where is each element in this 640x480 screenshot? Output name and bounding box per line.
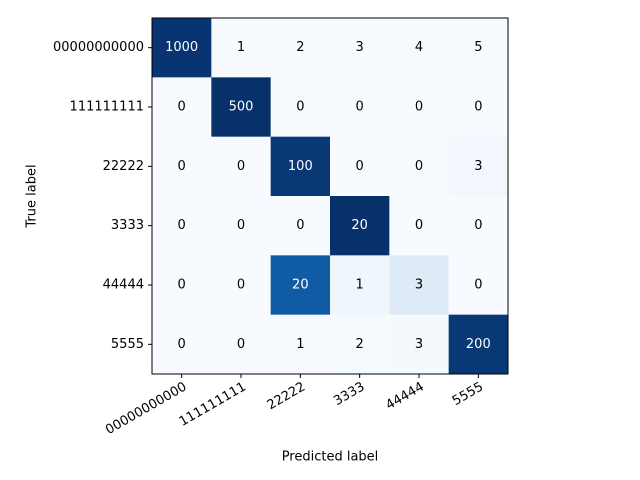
heatmap-cell (330, 18, 390, 78)
cell-label: 0 (356, 159, 364, 174)
cell-label: 0 (296, 100, 304, 115)
cell-label: 0 (415, 100, 423, 115)
heatmap-cell (270, 314, 331, 375)
cell-label: 0 (474, 218, 482, 233)
cell-label: 0 (237, 218, 245, 233)
heatmap-cell (270, 18, 331, 78)
heatmap-cell (448, 314, 509, 375)
heatmap-cell (211, 314, 272, 375)
x-tick-label: 22222 (265, 380, 308, 414)
heatmap-cell (389, 77, 450, 138)
cell-label: 0 (237, 337, 245, 352)
x-axis-label: Predicted label (282, 450, 379, 465)
cell-label: 1 (356, 278, 364, 293)
x-tick-label: 5555 (450, 380, 486, 410)
heatmap-cell (270, 255, 331, 316)
x-tick-label: 3333 (331, 380, 367, 410)
heatmap-cell (448, 18, 509, 78)
cell-label: 0 (178, 337, 186, 352)
cell-label: 100 (288, 159, 313, 174)
cell-label: 0 (178, 218, 186, 233)
heatmap-cell (389, 136, 450, 197)
heatmap-cell (448, 196, 509, 256)
cell-label: 500 (229, 100, 254, 115)
cell-label: 1 (237, 40, 245, 55)
heatmap-cell (211, 196, 272, 256)
cell-label: 3 (415, 278, 423, 293)
heatmap-cell (330, 136, 390, 197)
y-tick-label: 22222 (103, 159, 144, 174)
heatmap-cell (330, 255, 390, 316)
heatmap-cell (211, 255, 272, 316)
heatmap-cell (270, 77, 331, 138)
plot-frame (151, 17, 509, 375)
cell-label: 0 (296, 218, 304, 233)
cell-label: 3 (474, 159, 482, 174)
cell-label: 0 (178, 159, 186, 174)
heatmap-cell (389, 255, 450, 316)
x-tick-label: 00000000000 (103, 380, 189, 438)
heatmap-cell (330, 196, 390, 256)
y-tick-label: 00000000000 (53, 40, 144, 55)
heatmap-cell (152, 136, 212, 197)
heatmap-cell (270, 196, 331, 256)
cell-label: 1 (296, 337, 304, 352)
heatmap-cell (448, 136, 509, 197)
heatmap-cell (211, 18, 272, 78)
heatmap-cell (330, 314, 390, 375)
cell-label: 0 (237, 278, 245, 293)
cell-label: 0 (178, 100, 186, 115)
y-axis-label: True label (25, 164, 40, 228)
heatmap-cell (152, 196, 212, 256)
heatmap-cell (330, 77, 390, 138)
cell-label: 0 (474, 278, 482, 293)
cell-label: 3 (356, 40, 364, 55)
x-tick-label: 44444 (383, 380, 426, 414)
y-tick-label: 111111111 (70, 100, 144, 115)
cell-label: 20 (351, 218, 368, 233)
cell-label: 0 (474, 100, 482, 115)
cell-label: 0 (415, 218, 423, 233)
heatmap-cell (270, 136, 331, 197)
y-tick-label: 3333 (111, 218, 144, 233)
heatmap-cell (152, 18, 212, 78)
heatmap-cell (152, 314, 212, 375)
y-tick-label: 5555 (111, 337, 144, 352)
heatmap-cell (448, 77, 509, 138)
x-tick-label: 111111111 (177, 380, 249, 430)
cell-label: 20 (292, 278, 309, 293)
cell-label: 4 (415, 40, 423, 55)
heatmap-cell (389, 18, 450, 78)
cell-label: 0 (237, 159, 245, 174)
heatmap-cell (152, 77, 212, 138)
heatmap-cell (211, 136, 272, 197)
cell-label: 2 (356, 337, 364, 352)
heatmap-cell (389, 314, 450, 375)
heatmap-cell (448, 255, 509, 316)
cell-label: 0 (178, 278, 186, 293)
heatmap-cell (152, 255, 212, 316)
cell-label: 5 (474, 40, 482, 55)
cell-label: 0 (415, 159, 423, 174)
cell-label: 1000 (165, 40, 198, 55)
cell-label: 0 (356, 100, 364, 115)
heatmap-cell (389, 196, 450, 256)
cell-label: 200 (466, 337, 491, 352)
y-tick-label: 44444 (103, 278, 144, 293)
cell-label: 2 (296, 40, 304, 55)
cell-label: 3 (415, 337, 423, 352)
heatmap-cell (211, 77, 272, 138)
